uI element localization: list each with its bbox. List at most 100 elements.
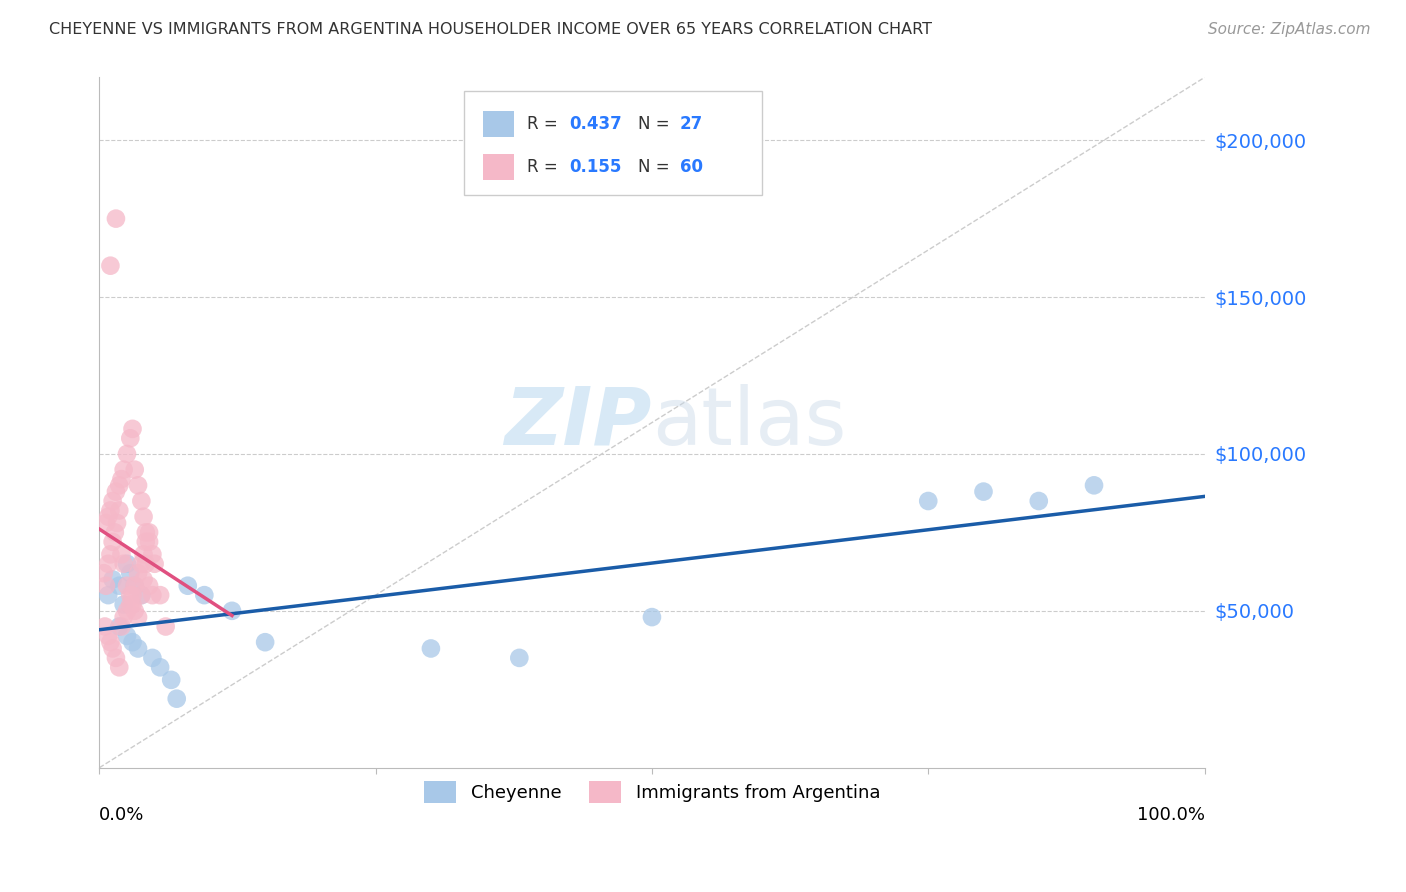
Point: [112, 462, 135, 476]
Point: [94, 579, 117, 593]
FancyBboxPatch shape: [464, 91, 762, 194]
Point: [1083, 478, 1105, 492]
Point: [108, 660, 131, 674]
Point: [94, 619, 117, 633]
Point: [127, 566, 149, 581]
Point: [121, 635, 143, 649]
Point: [104, 651, 127, 665]
Point: [138, 525, 160, 540]
Point: [124, 579, 146, 593]
Point: [124, 604, 146, 618]
Point: [120, 566, 142, 581]
Point: [138, 579, 160, 593]
Point: [193, 588, 215, 602]
Point: [115, 447, 138, 461]
FancyBboxPatch shape: [482, 154, 513, 180]
Point: [115, 579, 138, 593]
Text: 27: 27: [679, 115, 703, 133]
Point: [104, 484, 127, 499]
Point: [419, 641, 441, 656]
Point: [141, 588, 163, 602]
Point: [115, 557, 138, 571]
Point: [115, 629, 138, 643]
Text: 60: 60: [679, 158, 703, 177]
Point: [973, 484, 995, 499]
Point: [110, 547, 132, 561]
Point: [97, 588, 120, 602]
Point: [110, 472, 132, 486]
Point: [254, 635, 277, 649]
Point: [120, 588, 142, 602]
Point: [135, 525, 157, 540]
Text: N =: N =: [637, 115, 675, 133]
Point: [93, 566, 115, 581]
Point: [160, 673, 183, 687]
Point: [132, 547, 155, 561]
Point: [121, 422, 143, 436]
Point: [101, 573, 124, 587]
Point: [141, 651, 163, 665]
Point: [166, 691, 188, 706]
Point: [141, 547, 163, 561]
Point: [104, 211, 127, 226]
Point: [112, 598, 135, 612]
Point: [132, 573, 155, 587]
Point: [108, 579, 131, 593]
Point: [97, 509, 120, 524]
FancyBboxPatch shape: [482, 111, 513, 136]
Point: [110, 619, 132, 633]
Text: N =: N =: [637, 158, 675, 177]
Point: [120, 598, 142, 612]
Point: [100, 635, 122, 649]
Point: [108, 478, 131, 492]
Text: Source: ZipAtlas.com: Source: ZipAtlas.com: [1208, 22, 1371, 37]
Point: [112, 557, 135, 571]
Text: CHEYENNE VS IMMIGRANTS FROM ARGENTINA HOUSEHOLDER INCOME OVER 65 YEARS CORRELATI: CHEYENNE VS IMMIGRANTS FROM ARGENTINA HO…: [49, 22, 932, 37]
Point: [121, 598, 143, 612]
Point: [917, 494, 939, 508]
Point: [131, 557, 153, 571]
Point: [101, 641, 124, 656]
Point: [97, 629, 120, 643]
Point: [94, 516, 117, 530]
Point: [177, 579, 200, 593]
Text: 0.437: 0.437: [569, 115, 621, 133]
Point: [138, 534, 160, 549]
Point: [124, 579, 146, 593]
Text: 0.155: 0.155: [569, 158, 621, 177]
Text: ZIP: ZIP: [505, 384, 652, 461]
Point: [100, 503, 122, 517]
Point: [131, 588, 153, 602]
Point: [97, 557, 120, 571]
Point: [121, 588, 143, 602]
Point: [120, 431, 142, 445]
Point: [100, 547, 122, 561]
Point: [101, 494, 124, 508]
Point: [112, 610, 135, 624]
Point: [100, 259, 122, 273]
Point: [127, 478, 149, 492]
Text: R =: R =: [527, 115, 562, 133]
Point: [143, 557, 166, 571]
Point: [101, 534, 124, 549]
Text: R =: R =: [527, 158, 562, 177]
Point: [641, 610, 664, 624]
Point: [127, 641, 149, 656]
Point: [149, 660, 172, 674]
Point: [105, 516, 128, 530]
Point: [124, 462, 146, 476]
Point: [132, 509, 155, 524]
Point: [104, 525, 127, 540]
Point: [1028, 494, 1050, 508]
Point: [221, 604, 243, 618]
Point: [127, 610, 149, 624]
Point: [115, 604, 138, 618]
Point: [131, 588, 153, 602]
Point: [135, 557, 157, 571]
Point: [149, 588, 172, 602]
Point: [135, 534, 157, 549]
Point: [108, 619, 131, 633]
Text: 100.0%: 100.0%: [1136, 805, 1205, 823]
Point: [155, 619, 177, 633]
Text: 0.0%: 0.0%: [100, 805, 145, 823]
